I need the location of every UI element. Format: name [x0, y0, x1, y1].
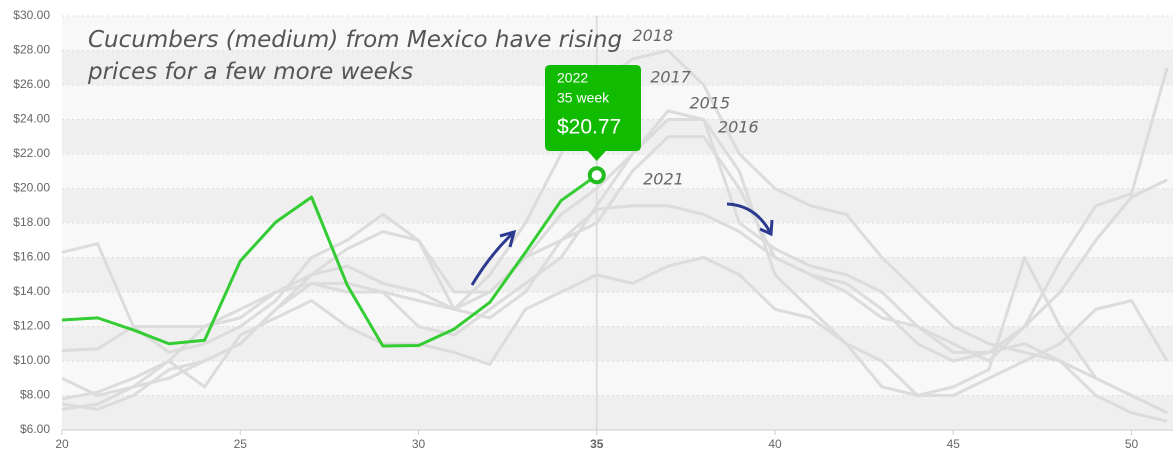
line	[61, 67, 1169, 411]
x-tick-label: 40	[768, 437, 782, 451]
main-line	[61, 173, 598, 348]
band	[62, 257, 1173, 292]
y-tick-label: $24.00	[13, 112, 50, 126]
series-label: 2015	[689, 93, 730, 112]
y-tick-label: $12.00	[13, 319, 50, 333]
x-tick-label: 35	[590, 437, 604, 451]
line	[61, 135, 1168, 363]
x-tick-label: 45	[947, 437, 961, 451]
y-tick-label: $6.00	[20, 422, 50, 436]
y-tick-label: $28.00	[13, 43, 50, 57]
tooltip-series: 2022	[557, 70, 588, 86]
y-tick-label: $10.00	[13, 353, 50, 367]
series-label: 2021	[643, 169, 684, 188]
y-tick-label: $20.00	[13, 181, 50, 195]
arrow	[726, 202, 774, 237]
series-label: 2017	[650, 68, 692, 87]
series-label: 2016	[718, 118, 759, 137]
tooltip-box	[545, 65, 641, 161]
y-tick-label: $30.00	[13, 8, 50, 22]
chart-title: Cucumbers (medium) from Mexico have risi…	[87, 27, 622, 85]
line	[61, 256, 1168, 415]
series-label: 2018	[632, 26, 673, 45]
y-tick-label: $16.00	[13, 250, 50, 264]
lines	[61, 49, 1169, 423]
y-tick-label: $8.00	[20, 388, 50, 402]
y-tick-label: $26.00	[13, 77, 50, 91]
x-tick-label: 50	[1125, 437, 1139, 451]
y-tick-label: $22.00	[13, 146, 50, 160]
line	[61, 109, 1169, 397]
band	[62, 395, 1173, 430]
x-tick-label: 25	[234, 437, 248, 451]
tooltip-value: $20.77	[557, 116, 621, 139]
tooltip-x: 35 week	[557, 90, 610, 106]
y-tick-label: $18.00	[13, 215, 50, 229]
arrow	[470, 229, 517, 286]
y-tick-label: $14.00	[13, 284, 50, 298]
x-tick-label: 30	[412, 437, 426, 451]
x-tick-label: 20	[55, 437, 69, 451]
point	[587, 166, 606, 185]
